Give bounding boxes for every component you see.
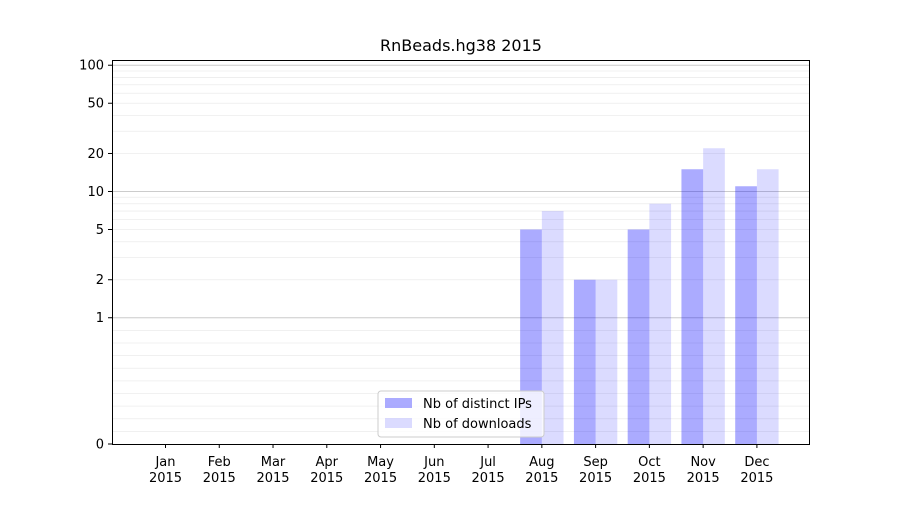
- y-tick-label: 2: [96, 273, 104, 288]
- chart-title: RnBeads.hg38 2015: [380, 36, 542, 55]
- x-tick-label: Feb 2015: [203, 455, 236, 486]
- x-tick-label: Apr 2015: [310, 455, 343, 486]
- x-tick-label: Aug 2015: [525, 455, 558, 486]
- legend-label: Nb of distinct IPs: [423, 397, 532, 412]
- x-tick-label: Oct 2015: [633, 455, 666, 486]
- legend-swatch: [385, 398, 412, 408]
- x-tick-label: Jul 2015: [472, 455, 505, 486]
- x-tick-label: Sep 2015: [579, 455, 612, 486]
- x-tick-label: Jun 2015: [418, 455, 451, 486]
- y-tick-label: 50: [87, 97, 104, 112]
- bar-downloads: [541, 211, 564, 444]
- plot-frame: [112, 60, 810, 445]
- bar-downloads: [756, 169, 779, 444]
- x-axis: Jan 2015 Feb 2015 Mar 2015 Apr 2015 May 2015 Jun 20…: [149, 444, 773, 486]
- x-tick-label: May 2015: [364, 455, 397, 486]
- legend-label: Nb of downloads: [423, 417, 532, 432]
- legend-box: [377, 390, 545, 438]
- bar-downloads: [703, 148, 725, 444]
- legend: Nb of distinct IPs Nb of downloads: [377, 390, 545, 438]
- x-tick-label: Jan 2015: [149, 455, 182, 486]
- bar-downloads: [595, 279, 618, 444]
- bar-distinct-ips: [735, 186, 757, 445]
- y-tick-label: 1: [96, 311, 104, 326]
- y-tick-label: 100: [79, 59, 104, 74]
- legend-swatch: [385, 418, 412, 428]
- y-axis: 0 1 2 5 10 20 50 100: [79, 59, 112, 453]
- bars: [520, 148, 779, 445]
- x-tick-label: Dec 2015: [740, 455, 773, 486]
- bar-distinct-ips: [520, 229, 542, 444]
- bar-downloads: [649, 203, 672, 444]
- y-tick-label: 10: [87, 185, 104, 200]
- bar-distinct-ips: [627, 229, 650, 444]
- y-tick-label: 5: [96, 223, 104, 238]
- grid-lines: [112, 64, 809, 432]
- x-tick-label: Mar 2015: [256, 455, 289, 486]
- bar-distinct-ips: [573, 279, 596, 444]
- bar-distinct-ips: [681, 169, 704, 444]
- y-tick-label: 0: [96, 438, 104, 453]
- y-tick-label: 20: [87, 147, 104, 162]
- x-tick-label: Nov 2015: [687, 455, 720, 486]
